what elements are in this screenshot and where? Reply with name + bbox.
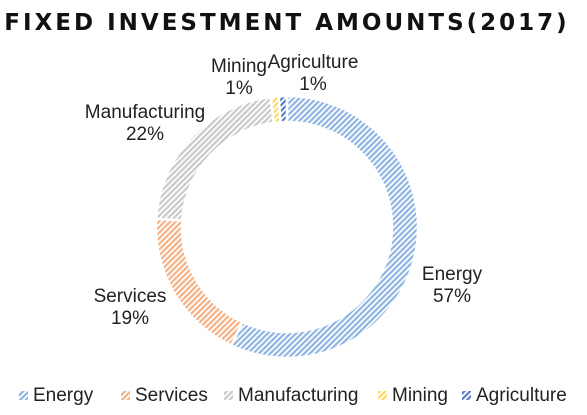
slice-label-energy: Energy [422, 264, 483, 285]
slice-value-services: 19% [111, 308, 149, 329]
slice-agriculture [277, 94, 289, 124]
legend-item-agriculture: Agriculture [462, 385, 567, 406]
legend-swatch-mining [378, 391, 387, 400]
chart-title: FIXED INVESTMENT AMOUNTS(2017) [4, 10, 569, 36]
legend-item-mining: Mining [378, 385, 448, 406]
slice-services [154, 217, 244, 348]
legend-label-manufacturing: Manufacturing [238, 385, 358, 406]
slice-label-manufacturing: Manufacturing [85, 102, 205, 123]
legend-item-manufacturing: Manufacturing [224, 385, 358, 406]
legend-item-energy: Energy [19, 385, 94, 406]
slice-label-agriculture: Agriculture [268, 52, 359, 73]
slice-label-mining: Mining [211, 56, 267, 77]
slice-value-energy: 57% [433, 286, 471, 307]
legend-label-mining: Mining [392, 385, 448, 406]
chart-legend: Energy Services Manufacturing Mining Agricul… [19, 385, 567, 406]
slice-value-mining: 1% [225, 78, 253, 99]
legend-label-energy: Energy [33, 385, 94, 406]
slice-label-services: Services [94, 286, 167, 307]
legend-swatch-services [121, 391, 130, 400]
legend-label-services: Services [135, 385, 208, 406]
legend-label-agriculture: Agriculture [476, 385, 567, 406]
legend-swatch-agriculture [462, 391, 471, 400]
legend-swatch-manufacturing [224, 391, 233, 400]
slice-value-manufacturing: 22% [126, 124, 164, 145]
slice-energy [229, 94, 420, 360]
legend-swatch-energy [19, 391, 28, 400]
slice-value-agriculture: 1% [299, 74, 327, 95]
legend-item-services: Services [121, 385, 208, 406]
donut-slices [154, 94, 420, 360]
